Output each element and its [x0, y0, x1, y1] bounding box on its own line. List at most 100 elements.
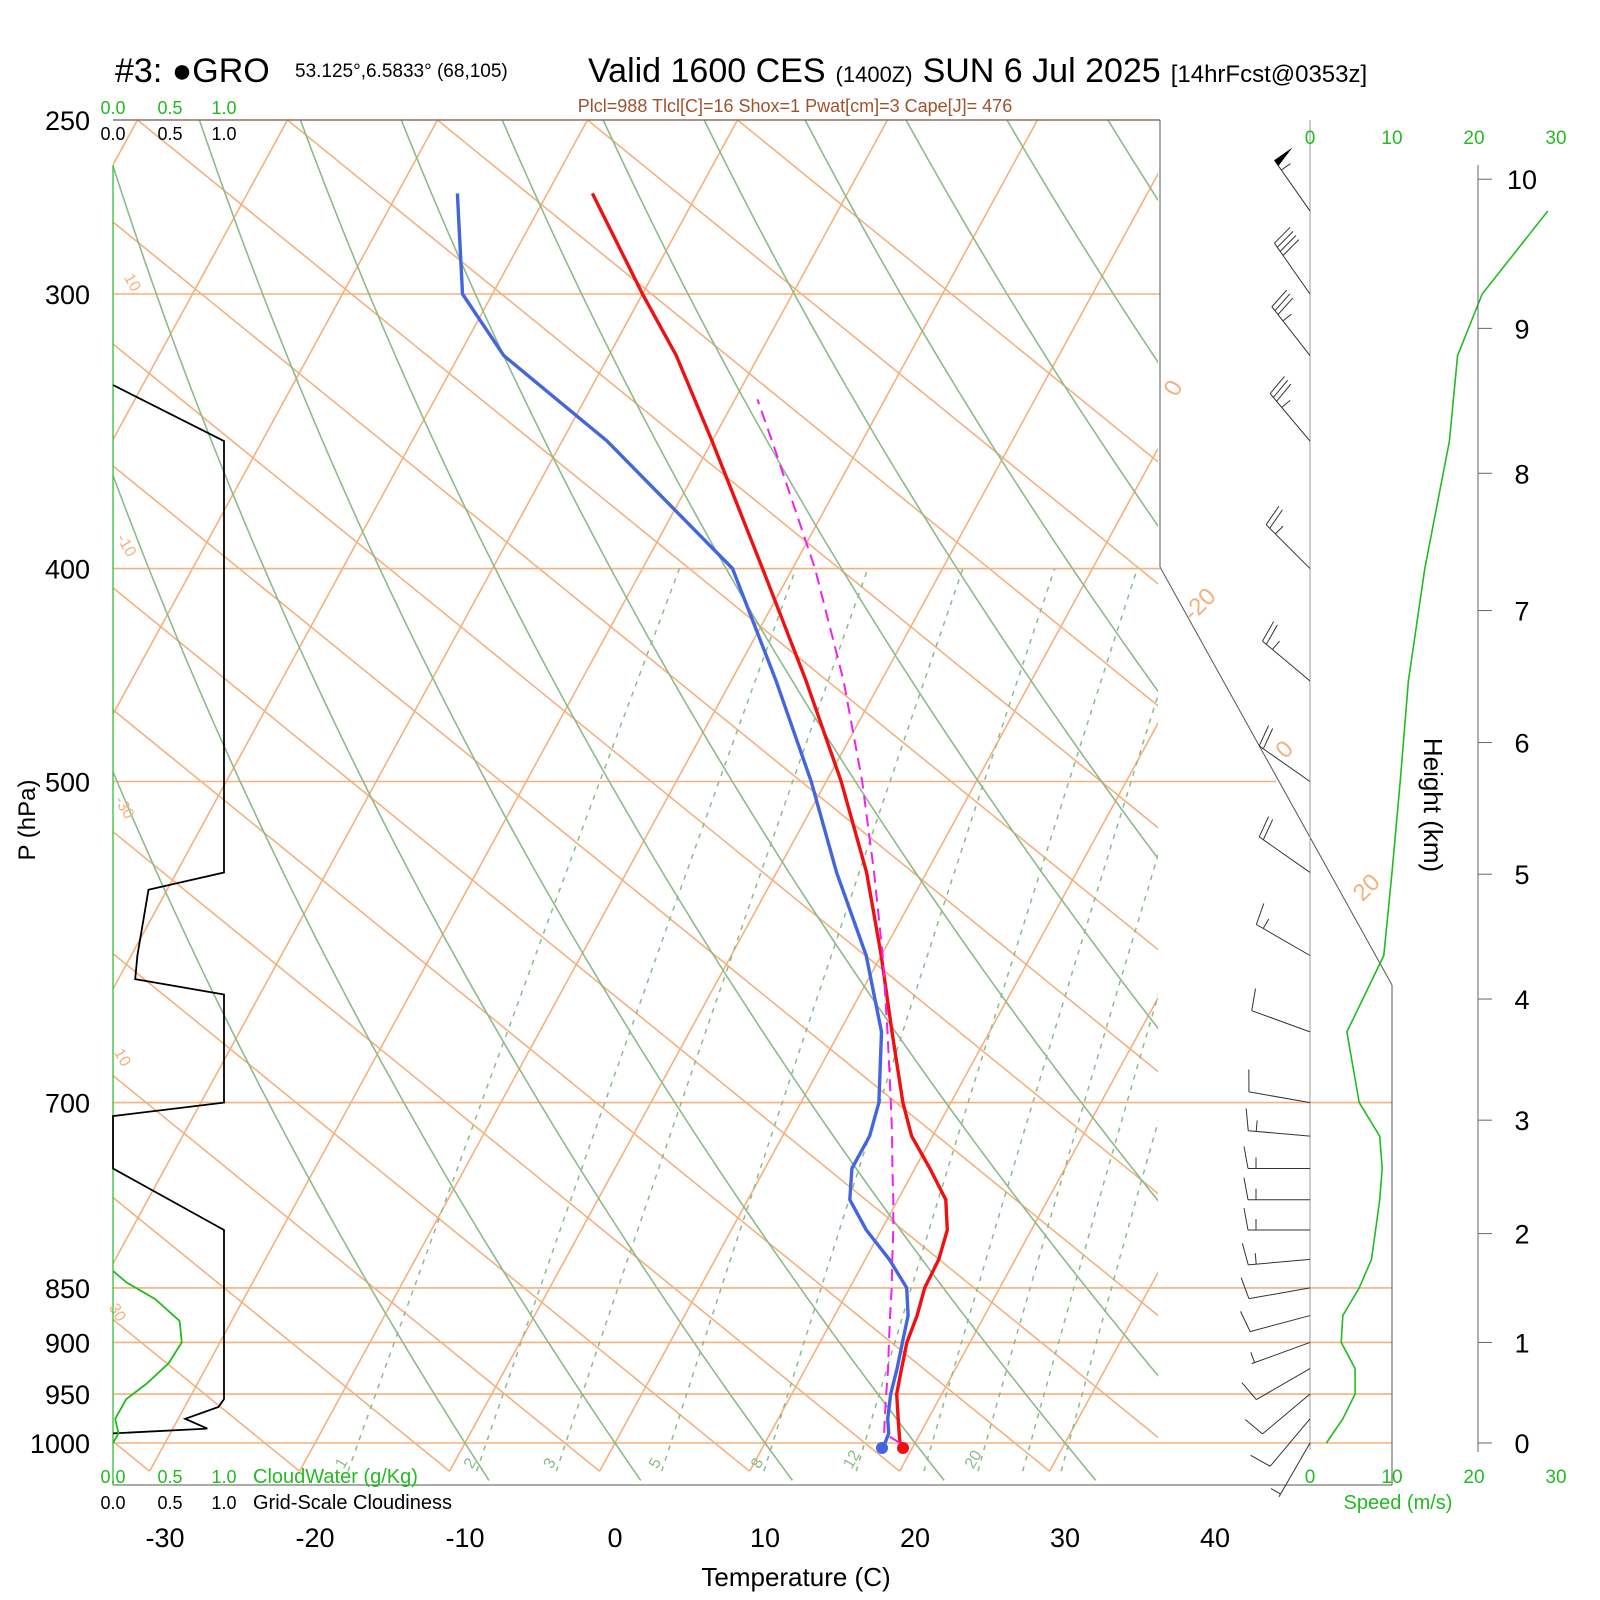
- diagonal-grid-line: [586, 120, 1158, 585]
- mixing-ratio-label: 12: [840, 1448, 864, 1472]
- height-tick-label: 7: [1514, 597, 1529, 627]
- wind-barb: [1258, 816, 1311, 873]
- diagonal-grid-line: [113, 1196, 451, 1472]
- isotherm-line: [1200, 120, 1600, 1471]
- isotherm-label: 20: [1348, 869, 1386, 907]
- station-name: ●GRO: [172, 52, 270, 90]
- skewed-grid: [113, 120, 1600, 1472]
- y-axis-label: P (hPa): [14, 780, 41, 861]
- mixing-ratio-line: [347, 568, 681, 1472]
- cloudiness-top-tick: 0.5: [157, 124, 182, 144]
- height-axis-label: Height (km): [1418, 738, 1448, 872]
- dewpoint-surface-dot: [876, 1442, 888, 1454]
- speed-top-tick: 10: [1381, 128, 1402, 149]
- isotherm-line: [113, 120, 289, 442]
- x-tick-label: 0: [607, 1523, 622, 1553]
- wind-barb: [1270, 1442, 1311, 1497]
- mixing-ratio-line: [1021, 993, 1158, 1472]
- wind-barb: [1262, 621, 1311, 682]
- isotherm-label: 10: [120, 271, 144, 295]
- pressure-tick-label: 400: [45, 555, 90, 585]
- speed-top-tick: 0: [1305, 128, 1316, 149]
- parcel-line: [756, 398, 901, 1444]
- wind-barb: [1241, 1243, 1311, 1266]
- speed-bottom-tick: 30: [1545, 1467, 1566, 1488]
- diagonal-grid-line: [113, 221, 1158, 1073]
- diagonal-grid-line: [113, 342, 1158, 1195]
- valid-date: SUN 6 Jul 2025: [923, 52, 1161, 90]
- isotherm-label: 0: [1270, 735, 1299, 764]
- cloudiness-bottom-tick: 0.0: [100, 1493, 125, 1513]
- mixing-ratio-line: [475, 568, 797, 1472]
- height-tick-label: 1: [1514, 1328, 1529, 1358]
- mixing-ratio-labels: 1 2 3 5 8 12 20: [332, 1448, 985, 1472]
- height-axis-ticks: 0 1 2 3 4 5 6 7 8 9 10: [1478, 165, 1537, 1459]
- wind-barb: [1250, 1341, 1311, 1365]
- x-tick-label: -10: [445, 1523, 484, 1553]
- diagonal-grid-line: [113, 586, 1158, 1439]
- wind-barbs: [1240, 147, 1311, 1497]
- wind-barb: [1240, 1277, 1311, 1300]
- isotherm-line: [898, 996, 1158, 1472]
- pressure-axis-ticks: 250 300 400 500 700 850 900 950 1000: [30, 106, 90, 1459]
- speed-bottom-tick: 20: [1463, 1467, 1484, 1488]
- x-tick-label: -20: [295, 1523, 334, 1553]
- wind-barb: [1274, 147, 1311, 212]
- strip-axis-labels: 0.0 0.0 0.5 0.5 1.0 1.0 0.0 0.0 0.5 0.5 1.0 1.0 Clou…: [100, 98, 452, 1514]
- pressure-tick-label: 500: [45, 768, 90, 798]
- cloudwater-top-tick: 1.0: [211, 98, 236, 118]
- wind-barb: [1251, 988, 1311, 1033]
- wind-barb: [1271, 289, 1311, 356]
- cloudwater-bottom-tick: 0.5: [157, 1467, 182, 1487]
- cloudiness-line: [112, 384, 225, 1435]
- station-title: #3: ●GRO: [115, 52, 270, 90]
- wind-barb: [1274, 226, 1311, 295]
- wind-barb: [1269, 376, 1311, 442]
- isotherm-label: 0: [1158, 376, 1188, 401]
- cloudiness-top-tick: 0.0: [100, 124, 125, 144]
- valid-local: Valid 1600 CES: [588, 52, 826, 90]
- plot-frame: [113, 119, 1393, 1486]
- wind-barb: [1240, 1311, 1311, 1333]
- cloudiness-profile: [112, 384, 225, 1435]
- height-tick-label: 0: [1514, 1429, 1529, 1459]
- mixing-ratio-line: [1060, 1119, 1158, 1472]
- pressure-tick-label: 300: [45, 280, 90, 310]
- speed-bottom-tick: 0: [1305, 1467, 1316, 1488]
- x-tick-label: 40: [1200, 1523, 1230, 1553]
- cloudwater-bottom-tick: 1.0: [211, 1467, 236, 1487]
- valid-zulu: (1400Z): [836, 62, 913, 87]
- valid-time: Valid 1600 CES (1400Z) SUN 6 Jul 2025 [14hr…: [588, 52, 1367, 90]
- wind-barb: [1243, 1146, 1310, 1169]
- cloudiness-bottom-tick: 1.0: [211, 1493, 236, 1513]
- dry-adiabat: [905, 120, 1158, 528]
- station-id: #3:: [115, 52, 172, 90]
- mixing-ratio-line: [855, 568, 1139, 1472]
- height-tick-label: 10: [1507, 165, 1537, 195]
- wind-barb: [1245, 1108, 1311, 1137]
- height-tick-label: 8: [1514, 459, 1529, 489]
- dry-adiabat: [299, 120, 1097, 1481]
- dry-adiabat: [602, 120, 1158, 1030]
- height-tick-label: 6: [1514, 729, 1529, 759]
- dry-adiabat: [198, 120, 945, 1481]
- x-tick-label: 20: [900, 1523, 930, 1553]
- x-axis-ticks: -30 -20 -10 0 10 20 30 40: [145, 1523, 1230, 1553]
- dry-adiabat: [1209, 120, 1600, 1480]
- diagonal-grid-line: [113, 708, 1051, 1472]
- wind-barb: [1243, 1177, 1310, 1201]
- diagonal-grid-line: [113, 1074, 601, 1472]
- isotherm-line: [113, 120, 439, 716]
- height-tick-label: 2: [1514, 1220, 1529, 1250]
- speed-top-tick: 30: [1545, 128, 1566, 149]
- pressure-tick-label: 700: [45, 1089, 90, 1119]
- diagonal-grid-line: [113, 952, 751, 1472]
- wind-barb: [1265, 506, 1311, 569]
- height-tick-label: 5: [1514, 860, 1529, 890]
- isobar-grid: [113, 119, 1392, 1444]
- x-tick-label: 10: [750, 1523, 780, 1553]
- isotherm-label: -20: [1178, 583, 1222, 627]
